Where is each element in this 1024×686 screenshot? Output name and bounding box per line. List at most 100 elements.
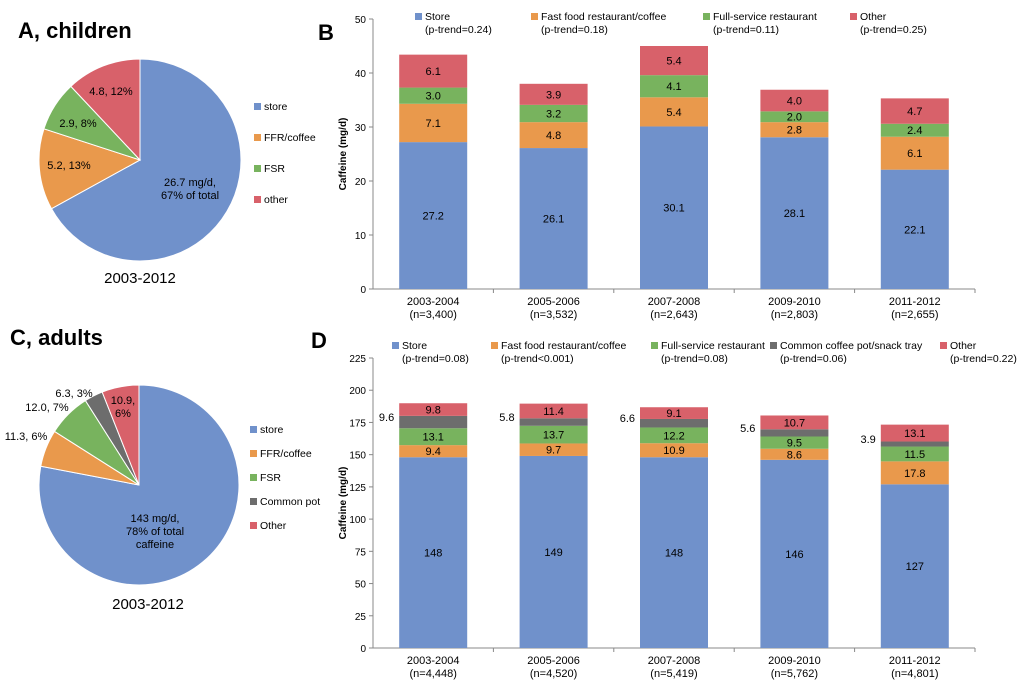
data-label: 146	[785, 549, 803, 561]
bar-fast-food-restaurant-coffee	[519, 122, 588, 149]
data-label: 5.4	[666, 107, 681, 119]
data-label: 5.4	[666, 56, 681, 68]
legend-label-store: Store	[425, 11, 450, 23]
legend-swatch-common-pot	[250, 498, 257, 505]
bar-other	[880, 424, 949, 442]
data-label: 30.1	[663, 203, 684, 215]
bar-fast-food-restaurant-coffee	[640, 97, 708, 127]
legend-trend-store: (p-trend=0.08)	[402, 353, 469, 365]
data-label: 3.0	[426, 91, 441, 103]
y-tick-label: 200	[349, 386, 366, 397]
bar-other	[640, 407, 708, 419]
data-label: 13.1	[422, 432, 443, 444]
bar-common-coffee-pot-snack-tray	[880, 441, 949, 447]
legend-label-common-coffee-pot-snack-tray: Common coffee pot/snack tray	[780, 340, 923, 352]
data-label: 4.7	[907, 106, 922, 118]
bar-store	[519, 148, 588, 289]
data-label: 148	[665, 548, 683, 560]
x-tick-label: 2007-2008	[648, 296, 701, 308]
data-label: 13.7	[543, 430, 564, 442]
legend-label-other: Other	[950, 340, 977, 352]
bar-common-coffee-pot-snack-tray	[640, 418, 708, 428]
bar-other	[760, 415, 829, 430]
bar-other	[640, 46, 708, 76]
bar-store	[519, 455, 588, 648]
legend-swatch-fast-food-restaurant-coffee	[531, 13, 538, 20]
y-tick-label: 30	[355, 123, 367, 134]
panel-title-C: C, adults	[10, 325, 103, 350]
pie-slice-other	[70, 58, 141, 162]
bar-store	[640, 457, 708, 648]
bar-full-service-restaurant	[880, 446, 949, 462]
data-label: 2.0	[787, 112, 802, 124]
pie-label-other: 4.8, 12%	[89, 86, 133, 98]
bar-other	[880, 98, 949, 124]
legend-trend-fast-food-restaurant-coffee: (p-trend=0.18)	[541, 24, 608, 36]
legend-swatch-full-service-restaurant	[703, 13, 710, 20]
legend-swatch-fsr	[250, 474, 257, 481]
legend-swatch-other	[940, 342, 947, 349]
data-label: 4.8	[546, 130, 561, 142]
data-label: 7.1	[426, 118, 441, 130]
data-label: 9.7	[546, 445, 561, 457]
x-tick-label: 2003-2004	[407, 296, 460, 308]
legend-label-full-service-restaurant: Full-service restaurant	[713, 11, 817, 23]
legend-trend-other: (p-trend=0.25)	[860, 24, 927, 36]
y-tick-label: 40	[355, 69, 367, 80]
data-label: 10.9	[663, 445, 684, 457]
bar-other	[760, 89, 829, 112]
legend-swatch-ffr-coffee	[250, 450, 257, 457]
pie-slice-other	[101, 384, 140, 486]
pie-label-store: 67% of total	[161, 190, 219, 202]
data-label: 13.1	[904, 428, 925, 440]
data-label: 9.4	[426, 446, 441, 458]
legend-label-other: Other	[260, 520, 287, 532]
data-label: 3.2	[546, 109, 561, 121]
x-tick-n-label: (n=2,803)	[771, 309, 818, 321]
pie-label-other: 6%	[115, 408, 131, 420]
x-tick-n-label: (n=5,762)	[771, 668, 818, 680]
pie-caption-A: 2003-2012	[104, 270, 176, 287]
x-tick-label: 2009-2010	[768, 296, 821, 308]
bar-store	[760, 137, 829, 289]
pie-label-fsr: 2.9, 8%	[59, 118, 97, 130]
data-label-outside: 6.6	[620, 413, 635, 425]
data-label: 9.5	[787, 438, 802, 450]
legend-label-fsr: FSR	[260, 472, 281, 484]
y-tick-label: 20	[355, 177, 367, 188]
legend-swatch-common-coffee-pot-snack-tray	[770, 342, 777, 349]
legend-label-fast-food-restaurant-coffee: Fast food restaurant/coffee	[501, 340, 626, 352]
data-label: 26.1	[543, 214, 564, 226]
x-tick-label: 2007-2008	[648, 655, 701, 667]
y-tick-label: 50	[355, 15, 367, 26]
bar-full-service-restaurant	[399, 428, 468, 446]
x-tick-n-label: (n=2,655)	[891, 309, 938, 321]
y-tick-label: 100	[349, 515, 366, 526]
data-label: 9.1	[666, 408, 681, 420]
bar-full-service-restaurant	[519, 104, 588, 123]
y-tick-label: 150	[349, 451, 366, 462]
legend-trend-other: (p-trend=0.22)	[950, 353, 1017, 365]
y-tick-label: 225	[349, 354, 366, 365]
pie-label-ffr-coffee: 11.3, 6%	[5, 431, 48, 443]
legend-swatch-fast-food-restaurant-coffee	[491, 342, 498, 349]
legend-trend-fast-food-restaurant-coffee: (p-trend<0.001)	[501, 353, 574, 365]
y-axis-label-D: Caffeine (mg/d)	[338, 467, 349, 540]
x-tick-n-label: (n=4,801)	[891, 668, 938, 680]
x-tick-label: 2005-2006	[527, 296, 580, 308]
data-label: 149	[544, 547, 562, 559]
data-label: 17.8	[904, 468, 925, 480]
legend-swatch-other	[254, 196, 261, 203]
x-tick-n-label: (n=4,520)	[530, 668, 577, 680]
data-label: 6.1	[426, 66, 441, 78]
legend-swatch-store	[415, 13, 422, 20]
x-tick-n-label: (n=3,400)	[409, 309, 456, 321]
pie-label-store: 26.7 mg/d,	[164, 177, 216, 189]
y-axis-label-B: Caffeine (mg/d)	[338, 118, 349, 191]
legend-label-fsr: FSR	[264, 163, 285, 175]
bar-full-service-restaurant	[760, 436, 829, 449]
legend-label-ffr-coffee: FFR/coffee	[264, 132, 316, 144]
bar-common-coffee-pot-snack-tray	[760, 429, 829, 437]
data-label: 12.2	[663, 430, 684, 442]
data-label: 2.8	[787, 125, 802, 137]
